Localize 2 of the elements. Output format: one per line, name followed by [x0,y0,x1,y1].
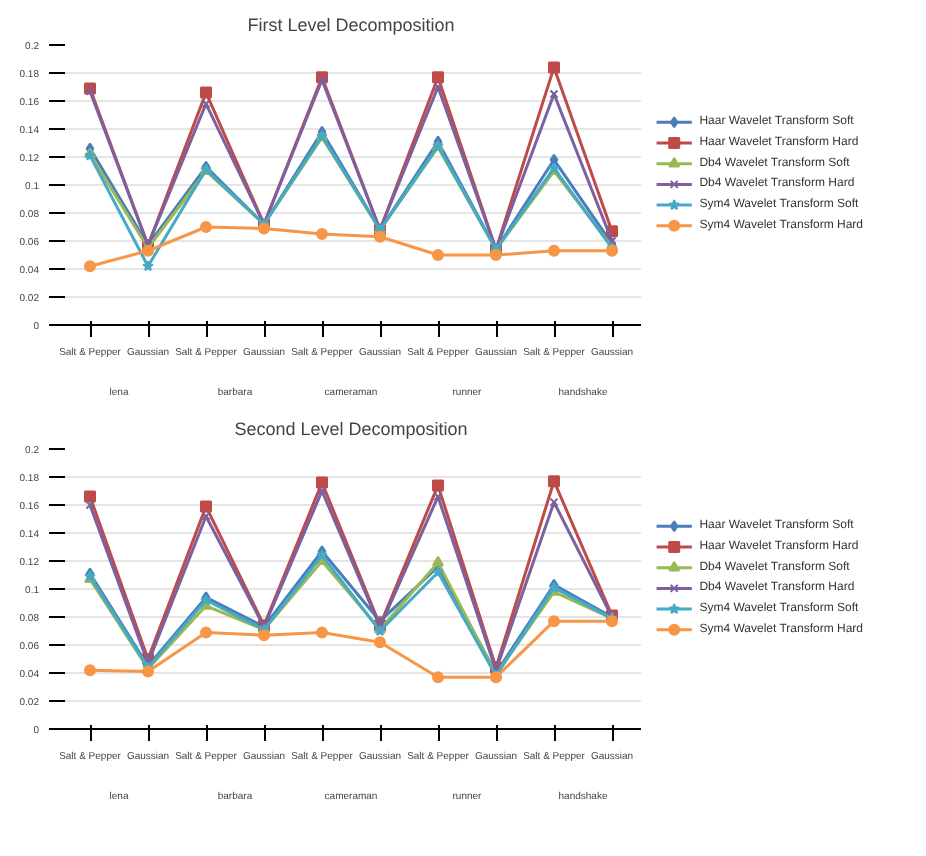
chart-title: Second Level Decomposition [234,419,468,439]
chart-title: First Level Decomposition [247,15,455,35]
